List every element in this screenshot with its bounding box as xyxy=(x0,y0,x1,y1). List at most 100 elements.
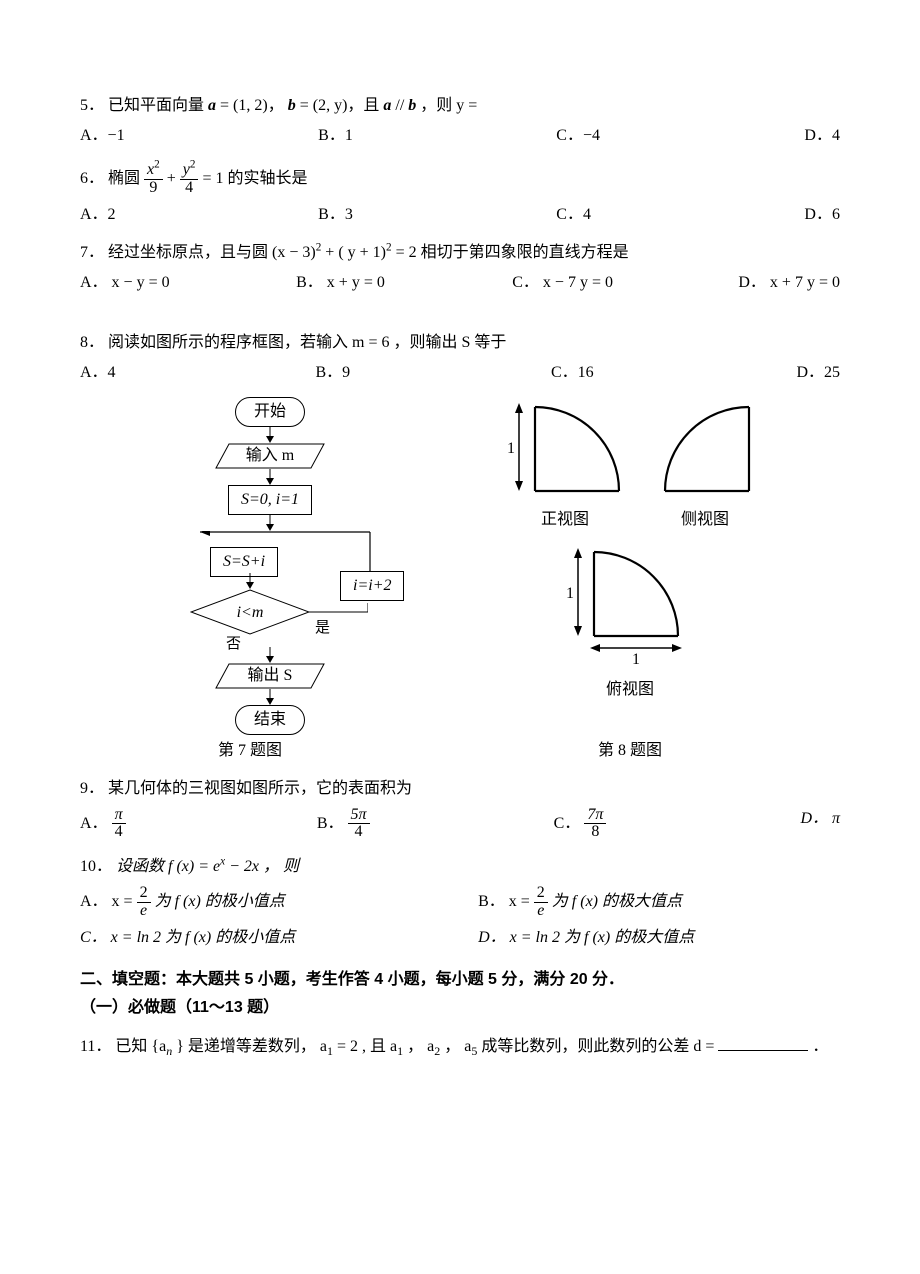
q5-optC: C．−4 xyxy=(556,124,794,148)
flow-yes: 是 xyxy=(315,617,330,640)
q6-optA: A．2 xyxy=(80,203,318,227)
front-view-label: 正视图 xyxy=(505,508,625,532)
q9-optD: D． π xyxy=(790,807,840,842)
flow-input-label: 输入 m xyxy=(215,443,325,469)
q6-opts: A．2 B．3 C．4 D．6 xyxy=(80,203,840,227)
q8-text: 阅读如图所示的程序框图，若输入 m = 6 ，则输出 S 等于 xyxy=(108,334,506,351)
q6-f2n: y xyxy=(183,161,190,178)
section2-sub: （一）必做题（11～13 题） xyxy=(80,996,840,1020)
q5-after: ，则 y = xyxy=(420,97,477,114)
figcap-right: 第 8 题图 xyxy=(420,739,840,763)
q6-f1d: 9 xyxy=(144,180,163,197)
q5-optD: D．4 xyxy=(794,124,840,148)
q10A-post: 为 f (x) 的极小值点 xyxy=(155,893,285,910)
q6-optB: B．3 xyxy=(318,203,556,227)
q10-optC: C． x = ln 2 为 f (x) 的极小值点 xyxy=(80,926,478,950)
arrow-down-icon xyxy=(264,469,276,485)
q7-optC: C． x − 7 y = 0 xyxy=(512,271,728,295)
q5: 5． 已知平面向量 a = (1, 2)， b = (2, y)，且 a // … xyxy=(80,94,840,118)
top-view-icon: 1 1 xyxy=(560,546,700,666)
vec-b2: b xyxy=(408,97,416,114)
q9A-d: 4 xyxy=(112,824,126,841)
q9-optB: B． 5π4 xyxy=(317,807,554,842)
figure-row: 开始 输入 m S=0, i=1 S=S+i xyxy=(80,397,840,735)
q6-num: 6． xyxy=(80,170,104,187)
dim-1-v2: 1 xyxy=(566,585,574,602)
q10-fd2: e xyxy=(534,903,548,920)
q7-t1: 经过坐标原点，且与圆 (x − 3) xyxy=(108,244,316,261)
q7-num: 7． xyxy=(80,244,104,261)
q11: 11． 已知 {an } 是递增等差数列， a1 = 2 , 且 a1 ， a2… xyxy=(80,1034,840,1059)
q10-suf: − 2x ， 则 xyxy=(229,858,299,875)
flow-inc: i=i+2 xyxy=(340,571,404,601)
q5-parallel: // xyxy=(395,97,408,114)
q11-num: 11． xyxy=(80,1038,111,1055)
dim-1-v: 1 xyxy=(507,440,515,457)
arrow-down-icon xyxy=(244,573,256,589)
q6: 6． 椭圆 x2 9 + y2 4 = 1 的实轴长是 xyxy=(80,162,840,197)
q9A-n: π xyxy=(112,807,126,825)
q5-optA: A．−1 xyxy=(80,124,318,148)
q8-optB: B．9 xyxy=(315,361,550,385)
q11-period: ． xyxy=(812,1038,828,1055)
q11-mid1: } 是递增等差数列， a xyxy=(176,1038,327,1055)
flow-output-label: 输出 S xyxy=(215,663,325,689)
q8-optD: D．25 xyxy=(786,361,840,385)
arrow-down-icon xyxy=(264,689,276,705)
q6-suffix: 的实轴长是 xyxy=(228,170,308,187)
q10-fn2: 2 xyxy=(534,885,548,903)
q10-fd: e xyxy=(137,903,151,920)
q8-num: 8． xyxy=(80,334,104,351)
q6-frac2: y2 4 xyxy=(180,162,199,197)
q10-opts-row1: A． x = 2e 为 f (x) 的极小值点 B． x = 2e 为 f (x… xyxy=(80,885,840,920)
q7-t3: = 2 相切于第四象限的直线方程是 xyxy=(396,244,629,261)
q5-optB: B．1 xyxy=(318,124,556,148)
views-bottom-row: 1 1 俯视图 xyxy=(420,546,840,702)
q5-opts: A．−1 B．1 C．−4 D．4 xyxy=(80,124,840,148)
q9B-label: B． xyxy=(317,815,344,832)
q10-optB: B． x = 2e 为 f (x) 的极大值点 xyxy=(478,885,840,920)
q8-opts: A．4 B．9 C．16 D．25 xyxy=(80,361,840,385)
flow-end: 结束 xyxy=(235,705,305,735)
q6-prefix: 椭圆 xyxy=(108,170,144,187)
q9C-n: 7π xyxy=(584,807,606,825)
top-view: 1 1 俯视图 xyxy=(560,546,700,702)
q7-t2: + ( y + 1) xyxy=(325,244,386,261)
figcap-left: 第 7 题图 xyxy=(80,739,420,763)
q5-text-before: 已知平面向量 xyxy=(108,97,208,114)
q6-f2d: 4 xyxy=(180,180,199,197)
q8-optA: A．4 xyxy=(80,361,315,385)
q7-optA: A． x − y = 0 xyxy=(80,271,296,295)
front-view-icon: 1 xyxy=(505,401,625,496)
q7-opts: A． x − y = 0 B． x + y = 0 C． x − 7 y = 0… xyxy=(80,271,840,295)
plus: + xyxy=(167,170,180,187)
q10B-pre: B． x = xyxy=(478,893,534,910)
arrow-down-icon xyxy=(264,427,276,443)
q10: 10． 设函数 f (x) = ex − 2x ， 则 xyxy=(80,855,840,879)
vec-b: b xyxy=(288,97,296,114)
top-view-label: 俯视图 xyxy=(560,678,700,702)
q5-a-eq: = (1, 2)， xyxy=(220,97,284,114)
views-top-row: 1 正视图 侧视图 xyxy=(420,401,840,532)
q9-text: 某几何体的三视图如图所示，它的表面积为 xyxy=(108,780,412,797)
q10-num: 10． xyxy=(80,858,112,875)
arrow-down-icon xyxy=(264,515,276,531)
q10A-pre: A． x = xyxy=(80,893,137,910)
q8-optC: C．16 xyxy=(551,361,786,385)
dim-1-h: 1 xyxy=(632,651,640,666)
flowchart-col: 开始 输入 m S=0, i=1 S=S+i xyxy=(80,397,420,735)
q6-frac1: x2 9 xyxy=(144,162,163,197)
vec-a2: a xyxy=(383,97,391,114)
q10-optD: D． x = ln 2 为 f (x) 的极大值点 xyxy=(478,926,840,950)
q9-num: 9． xyxy=(80,780,104,797)
q10-fn: 2 xyxy=(137,885,151,903)
flow-body-label: S=S+i xyxy=(223,553,265,570)
q11-blank xyxy=(718,1034,808,1051)
flow-init: S=0, i=1 xyxy=(228,485,312,515)
q9B-d: 4 xyxy=(348,824,370,841)
flow-input: 输入 m xyxy=(215,443,325,469)
q7-optD: D． x + 7 y = 0 xyxy=(728,271,840,295)
side-view: 侧视图 xyxy=(655,401,755,532)
q9-opts: A． π4 B． 5π4 C． 7π8 D． π xyxy=(80,807,840,842)
q10B-post: 为 f (x) 的极大值点 xyxy=(552,893,682,910)
